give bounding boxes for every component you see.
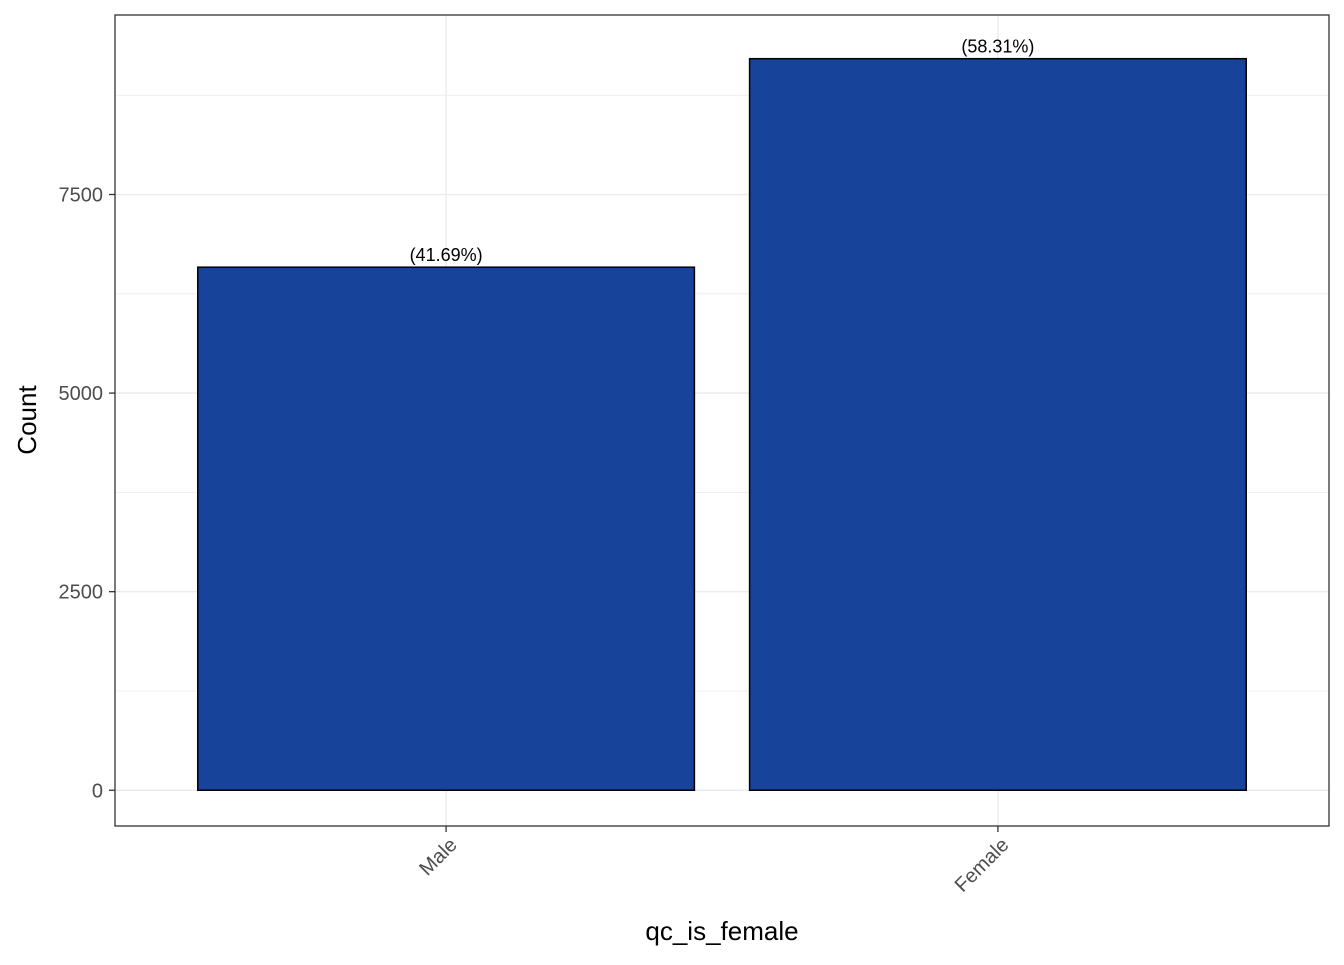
label-layer: (41.69%) (58.31%) [410, 37, 1035, 266]
bar-female [748, 57, 1247, 792]
x-tick-label-male: Male [415, 834, 461, 880]
x-tick-label-female: Female [951, 834, 1014, 897]
y-tick-label: 2500 [59, 582, 104, 604]
bar-male [197, 266, 696, 792]
y-tick-label: 7500 [59, 185, 104, 207]
panel-border [114, 14, 1330, 827]
bar-layer [197, 57, 1247, 792]
data-label-female: (58.31%) [961, 37, 1034, 57]
y-tick-label: 0 [92, 780, 103, 802]
y-tick-label: 5000 [59, 383, 104, 405]
y-axis-title: Count [12, 385, 42, 455]
data-label-male: (41.69%) [410, 245, 483, 265]
x-axis-title: qc_is_female [645, 916, 798, 946]
